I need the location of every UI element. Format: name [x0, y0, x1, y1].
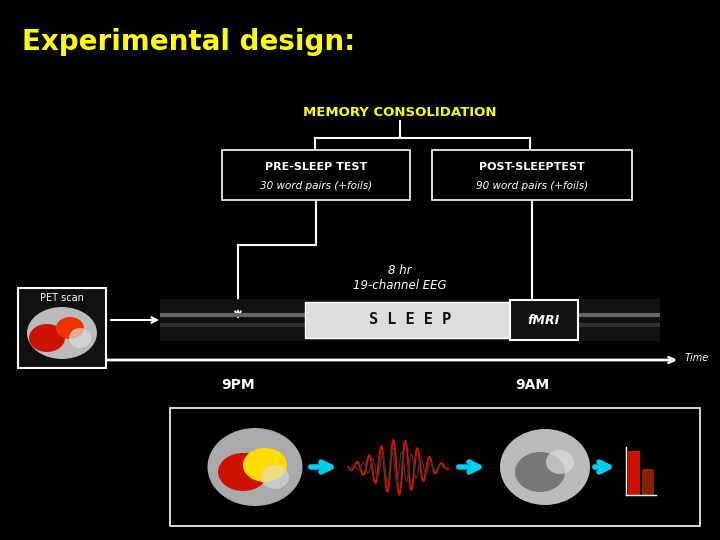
Text: MEMORY CONSOLIDATION: MEMORY CONSOLIDATION	[303, 105, 497, 118]
Bar	[510, 300, 578, 340]
Bar	[432, 150, 632, 200]
Ellipse shape	[500, 429, 590, 505]
Text: PET scan: PET scan	[40, 293, 84, 303]
Ellipse shape	[261, 465, 289, 489]
Text: 9AM: 9AM	[515, 378, 549, 392]
Ellipse shape	[69, 328, 91, 348]
Ellipse shape	[243, 448, 287, 482]
Bar	[305, 302, 515, 338]
Text: S L E E P: S L E E P	[369, 313, 451, 327]
Text: 30 word pairs (+foils): 30 word pairs (+foils)	[260, 181, 372, 191]
Bar	[642, 469, 654, 495]
Text: POST-SLEEPTEST: POST-SLEEPTEST	[479, 162, 585, 172]
Ellipse shape	[27, 307, 97, 359]
Text: Experimental design:: Experimental design:	[22, 28, 355, 56]
Bar	[170, 408, 700, 526]
Ellipse shape	[218, 453, 268, 491]
Ellipse shape	[207, 428, 302, 506]
Text: 8 hr
19-channel EEG: 8 hr 19-channel EEG	[354, 264, 447, 292]
Ellipse shape	[56, 317, 84, 339]
Text: 90 word pairs (+foils): 90 word pairs (+foils)	[476, 181, 588, 191]
Bar	[628, 451, 640, 495]
Text: PRE-SLEEP TEST: PRE-SLEEP TEST	[265, 162, 367, 172]
Ellipse shape	[29, 324, 65, 352]
Text: 9PM: 9PM	[221, 378, 255, 392]
Bar	[222, 150, 410, 200]
Ellipse shape	[546, 450, 574, 474]
Ellipse shape	[515, 452, 565, 492]
Bar	[18, 288, 106, 368]
Text: fMRI: fMRI	[528, 314, 560, 327]
Text: Time: Time	[685, 353, 709, 363]
